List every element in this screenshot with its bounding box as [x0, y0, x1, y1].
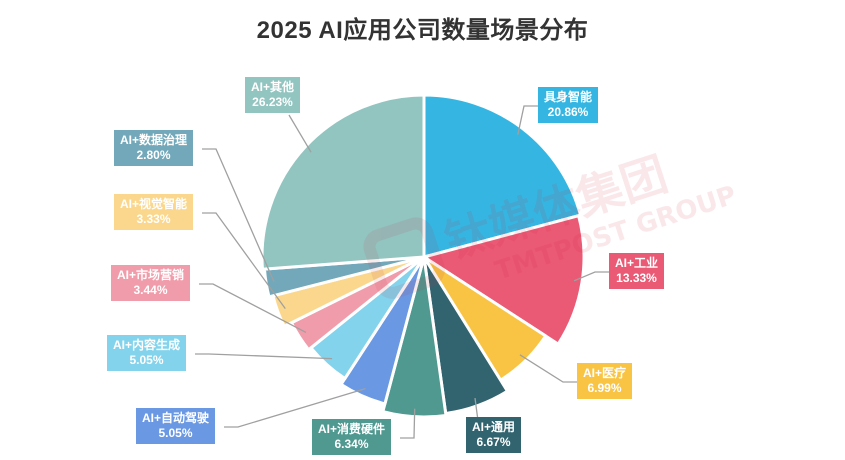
- leader-line: [519, 354, 577, 383]
- slice-label-value: 6.67%: [476, 435, 511, 449]
- slice-label-value: 20.86%: [547, 105, 589, 119]
- slice-label-name: AI+工业: [615, 256, 659, 270]
- slice-label-name: AI+通用: [472, 420, 516, 434]
- slice-label-value: 2.80%: [136, 148, 171, 162]
- pie-slice[interactable]: [422, 93, 582, 259]
- leader-line: [202, 148, 275, 283]
- slice-label: 具身智能 20.86%: [538, 87, 599, 123]
- slice-label-name: AI+医疗: [583, 366, 627, 380]
- slice-label-value: 3.33%: [136, 212, 171, 226]
- slice-label-value: 6.99%: [587, 381, 622, 395]
- slice-label-name: AI+其他: [251, 80, 295, 94]
- leader-line: [517, 105, 538, 135]
- pie-slices: [260, 93, 586, 419]
- slice-label-name: AI+数据治理: [120, 133, 188, 147]
- slice-label-value: 6.34%: [334, 437, 369, 451]
- slice-label-name: AI+市场营销: [117, 268, 185, 282]
- slice-label-name: AI+消费硬件: [318, 422, 386, 436]
- slice-label: AI+通用 6.67%: [466, 417, 522, 453]
- slice-label-value: 5.05%: [129, 353, 164, 367]
- pie-slice[interactable]: [260, 93, 426, 271]
- chart-title: 2025 AI应用公司数量场景分布: [256, 17, 589, 44]
- slice-label: AI+视觉智能 3.33%: [114, 194, 194, 230]
- slice-label: AI+数据治理 2.80%: [114, 130, 194, 166]
- slice-label-name: 具身智能: [544, 90, 593, 104]
- leader-line: [195, 353, 333, 360]
- slice-label-value: 5.05%: [158, 426, 193, 440]
- slice-label-name: AI+内容生成: [113, 338, 181, 352]
- leader-line: [224, 387, 366, 428]
- pie-slice[interactable]: [339, 255, 426, 406]
- slice-label-name: AI+视觉智能: [120, 197, 188, 211]
- pie-slice[interactable]: [422, 214, 586, 346]
- leader-lines: [195, 105, 609, 439]
- slice-label-name: AI+自动驾驶: [142, 411, 210, 425]
- slice-label-value: 3.44%: [133, 283, 168, 297]
- slice-label: AI+消费硬件 6.34%: [312, 419, 392, 455]
- leader-line: [202, 212, 286, 309]
- slice-label: AI+内容生成 5.05%: [107, 335, 187, 371]
- slice-label: AI+市场营销 3.44%: [111, 265, 191, 301]
- leader-line: [288, 114, 312, 153]
- leader-line: [199, 283, 307, 333]
- slice-label: AI+其他 26.23%: [245, 77, 301, 113]
- leader-line: [400, 408, 416, 439]
- slice-label: AI+医疗 6.99%: [577, 363, 633, 399]
- leader-line: [573, 271, 609, 282]
- slice-label-value: 26.23%: [252, 95, 293, 109]
- slice-label-value: 13.33%: [616, 271, 657, 285]
- slice-label: AI+自动驾驶 5.05%: [136, 408, 216, 444]
- slice-label: AI+工业 13.33%: [609, 253, 665, 289]
